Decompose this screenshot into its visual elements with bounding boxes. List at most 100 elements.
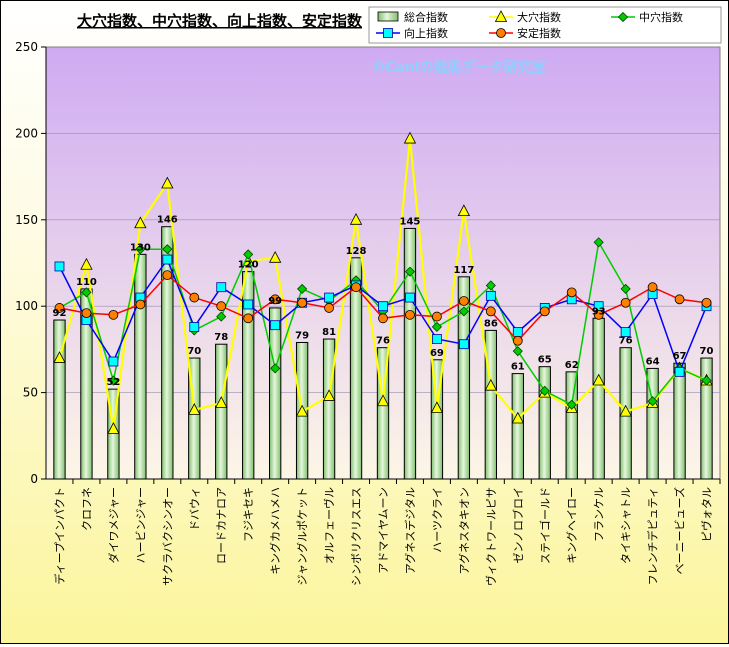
point-marker bbox=[512, 327, 523, 338]
data-label: 130 bbox=[130, 242, 151, 253]
point-marker bbox=[243, 249, 254, 260]
point-marker bbox=[215, 396, 228, 408]
data-label: 76 bbox=[619, 336, 633, 347]
x-tick-label: アグネスタキオン bbox=[457, 487, 471, 574]
y-tick-label: 50 bbox=[23, 386, 38, 400]
bar bbox=[673, 362, 686, 480]
point-marker bbox=[162, 244, 173, 255]
point-marker bbox=[162, 254, 173, 265]
point-marker bbox=[81, 287, 92, 298]
point-marker bbox=[593, 237, 604, 248]
chart-title: 大穴指数、中穴指数、向上指数、安定指数 bbox=[77, 12, 363, 30]
point-marker bbox=[135, 244, 146, 255]
point-marker bbox=[216, 282, 227, 293]
bar bbox=[403, 227, 417, 480]
x-tick-label: ハーツクライ bbox=[431, 487, 444, 553]
x-tick-label: ダイワメジャー bbox=[106, 487, 120, 563]
x-tick-label: ロードカナロア bbox=[215, 487, 228, 564]
data-label: 81 bbox=[322, 327, 336, 338]
data-label: 110 bbox=[76, 277, 97, 288]
point-marker bbox=[458, 296, 469, 306]
point-marker bbox=[108, 309, 119, 320]
point-marker bbox=[485, 306, 496, 317]
data-label: 76 bbox=[376, 336, 390, 347]
data-label: 78 bbox=[214, 332, 228, 343]
point-marker bbox=[484, 378, 498, 391]
point-marker bbox=[647, 396, 658, 407]
point-marker bbox=[405, 292, 415, 303]
x-tick-label: シンボリクリスエス bbox=[350, 487, 363, 586]
y-tick-label: 200 bbox=[15, 126, 38, 140]
bar bbox=[134, 253, 147, 480]
x-tick-label: アドマイヤムーン bbox=[377, 487, 390, 574]
bar bbox=[565, 371, 578, 480]
point-marker bbox=[216, 301, 227, 312]
data-label: 99 bbox=[268, 296, 282, 307]
data-label: 146 bbox=[157, 215, 178, 226]
point-marker bbox=[383, 28, 393, 38]
point-marker bbox=[674, 294, 685, 305]
x-tick-label: フレンチデピュティ bbox=[646, 487, 660, 585]
data-label: 61 bbox=[511, 362, 525, 373]
point-marker bbox=[617, 11, 629, 23]
point-marker bbox=[376, 394, 390, 407]
point-marker bbox=[134, 216, 147, 229]
x-tick-label: タイキシャトル bbox=[620, 487, 633, 564]
point-marker bbox=[432, 334, 442, 344]
bar bbox=[592, 317, 605, 480]
bar bbox=[538, 366, 551, 480]
legend-swatch bbox=[377, 11, 399, 22]
y-tick-label: 0 bbox=[30, 472, 38, 486]
data-label: 62 bbox=[565, 360, 579, 371]
point-marker bbox=[216, 311, 227, 322]
data-label: 120 bbox=[238, 260, 259, 271]
y-tick-label: 100 bbox=[15, 299, 38, 313]
x-tick-label: クロフネ bbox=[80, 487, 93, 531]
point-marker bbox=[512, 346, 523, 357]
point-marker bbox=[81, 308, 92, 319]
data-label: 79 bbox=[295, 330, 309, 341]
point-marker bbox=[189, 322, 200, 332]
x-tick-label: ジャングルポケット bbox=[295, 487, 309, 585]
point-marker bbox=[189, 292, 200, 303]
data-label: 117 bbox=[453, 265, 474, 276]
legend-label: 中穴指数 bbox=[639, 10, 683, 24]
point-marker bbox=[566, 399, 577, 410]
point-marker bbox=[511, 411, 524, 424]
point-marker bbox=[620, 327, 631, 338]
point-marker bbox=[458, 306, 469, 317]
x-tick-label: ドバウィ bbox=[188, 487, 201, 531]
x-tick-label: ゼンノロブロイ bbox=[511, 487, 525, 563]
bars bbox=[53, 226, 713, 480]
legend-label: 安定指数 bbox=[517, 26, 561, 40]
series-triangle bbox=[53, 131, 713, 434]
point-marker bbox=[54, 261, 65, 272]
data-label: 67 bbox=[673, 351, 687, 362]
data-labels: 92 110 52 130 146 70 78 120 99 79 81 128 76 145 69 117 8… bbox=[53, 215, 714, 388]
legend-label: 大穴指数 bbox=[517, 10, 561, 24]
series-circle bbox=[54, 270, 712, 346]
legend-label: 総合指数 bbox=[404, 10, 448, 24]
point-marker bbox=[108, 375, 119, 386]
data-label: 69 bbox=[430, 348, 444, 359]
bar bbox=[322, 338, 336, 480]
data-label: 145 bbox=[400, 216, 421, 227]
point-marker bbox=[674, 366, 685, 377]
point-marker bbox=[494, 10, 508, 22]
bar bbox=[215, 343, 228, 480]
point-marker bbox=[243, 313, 254, 324]
x-tick-label: ハービンジャー bbox=[134, 487, 147, 563]
point-marker bbox=[485, 280, 496, 291]
x-tick-label: ピヴォタル bbox=[700, 487, 714, 542]
point-marker bbox=[458, 339, 469, 350]
data-label: 70 bbox=[700, 346, 714, 357]
point-marker bbox=[188, 403, 201, 415]
point-marker bbox=[351, 282, 361, 293]
legend-box bbox=[368, 6, 722, 44]
point-marker bbox=[270, 363, 281, 374]
y-tick-label: 150 bbox=[15, 213, 38, 227]
point-marker bbox=[701, 297, 712, 308]
x-tick-label: サクラバクシンオー bbox=[161, 487, 174, 586]
